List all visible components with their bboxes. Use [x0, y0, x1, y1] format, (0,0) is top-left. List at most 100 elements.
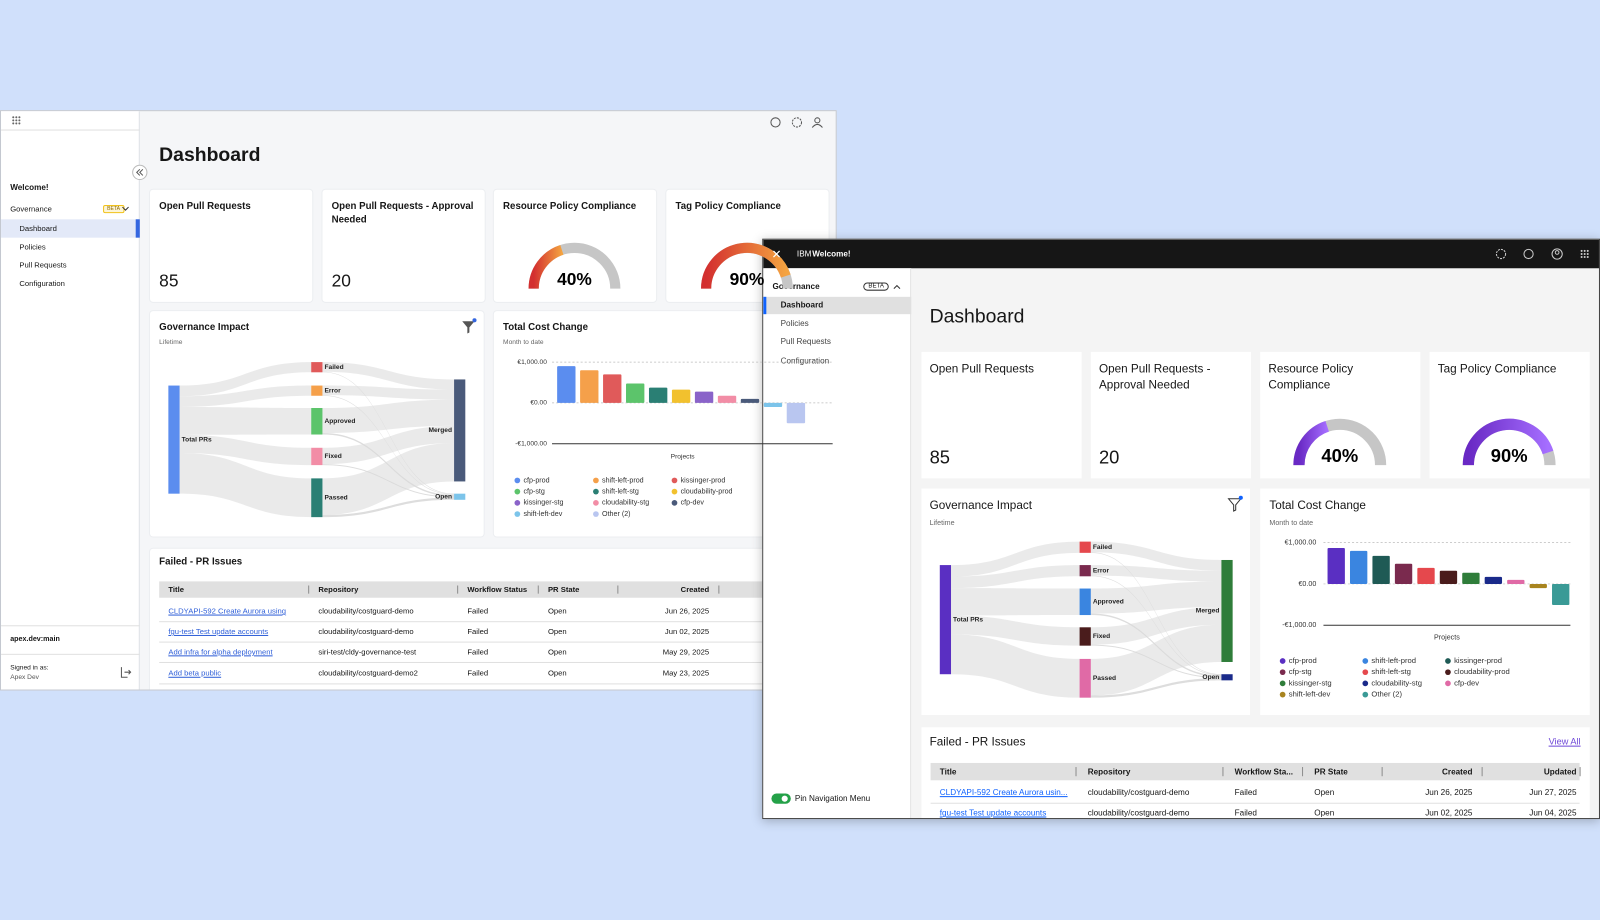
- environment: apex.dev:main: [10, 635, 60, 644]
- user-name: Apex Dev: [10, 673, 39, 681]
- column-header[interactable]: Title: [168, 584, 184, 595]
- table-card: [149, 548, 834, 690]
- pr-link[interactable]: Add beta public: [168, 668, 222, 678]
- pr-link[interactable]: Add infra for alpha deployment: [168, 647, 273, 657]
- table-cell: Open: [1314, 787, 1335, 798]
- nav-active: [1, 219, 140, 238]
- card-title: Tag Policy Compliance: [675, 200, 781, 213]
- table-cell: Failed: [1234, 787, 1257, 798]
- table-cell: Open: [547, 647, 567, 657]
- table-cell: cloudability/costguard-demo: [318, 626, 414, 636]
- table-cell: Jun 26, 2025: [664, 606, 710, 616]
- nav-item[interactable]: Pull Requests: [780, 337, 831, 347]
- column-header[interactable]: Created: [1442, 767, 1473, 777]
- card-value: 20: [1098, 447, 1120, 468]
- table-cell: Failed: [467, 647, 489, 657]
- nav-item[interactable]: Dashboard: [780, 300, 824, 310]
- nav-item[interactable]: Policies: [19, 242, 46, 252]
- column-header[interactable]: Repository: [1087, 767, 1131, 777]
- column-separator: [1381, 767, 1383, 777]
- nav-item[interactable]: Configuration: [780, 356, 830, 366]
- row-divider: [159, 641, 833, 643]
- card-title: Resource Policy Compliance: [503, 200, 637, 213]
- card-value: 85: [929, 447, 951, 468]
- view-all-link[interactable]: View All: [1548, 736, 1581, 747]
- impact-card: [921, 488, 1250, 716]
- table-cell: cloudability/costguard-demo: [1087, 787, 1190, 798]
- column-separator: [537, 585, 539, 594]
- table-cell: Open: [1314, 808, 1335, 818]
- column-separator: [457, 585, 459, 594]
- table-cell: Jun 26, 2025: [1425, 787, 1473, 798]
- impact-card: [149, 311, 484, 537]
- card-value: 20: [331, 271, 351, 291]
- pin-toggle: [771, 793, 791, 804]
- table-cell: cloudability/costguard-demo: [318, 606, 414, 616]
- card-title: Open Pull Requests - Approval Needed: [1098, 363, 1211, 392]
- column-header[interactable]: Title: [939, 767, 957, 777]
- table-cell: Jun 04, 2025: [1529, 808, 1577, 818]
- table-cell: Failed: [467, 668, 489, 678]
- table-cell: Jun 02, 2025: [664, 626, 710, 636]
- column-separator: [1481, 767, 1483, 777]
- nav-item[interactable]: Configuration: [19, 278, 65, 289]
- column-separator: [1579, 767, 1581, 777]
- nav-item[interactable]: Dashboard: [19, 223, 57, 234]
- card-title: Resource Policy Compliance: [1268, 363, 1354, 392]
- table-cell: Open: [547, 626, 567, 636]
- table-cell: Jun 27, 2025: [1529, 787, 1577, 798]
- row-divider: [930, 802, 1580, 804]
- side-nav: [763, 268, 912, 819]
- side-nav: [1, 111, 140, 690]
- table-cell: Failed: [467, 606, 489, 616]
- row-divider: [159, 621, 833, 623]
- card-title: Governance Impact: [159, 321, 250, 334]
- pr-link[interactable]: fgu-test Test update accounts: [939, 808, 1047, 818]
- kpi-card: [322, 189, 485, 302]
- column-header[interactable]: Workflow Sta...: [1234, 767, 1294, 777]
- brand: IBM: [796, 249, 812, 259]
- card-title: Failed - PR Issues: [929, 736, 1026, 749]
- card-title: Open Pull Requests: [159, 200, 251, 213]
- signed-in-label: Signed in as:: [10, 664, 49, 672]
- table-cell: Failed: [1234, 808, 1257, 818]
- table-cell: May 23, 2025: [662, 668, 710, 678]
- pr-link[interactable]: CLDYAPI-592 Create Aurora usin...: [939, 787, 1068, 798]
- kpi-card: [149, 189, 313, 302]
- column-separator: [617, 585, 619, 594]
- card-title: Governance Impact: [929, 499, 1032, 513]
- help-icon[interactable]: [770, 117, 781, 128]
- column-header[interactable]: Created: [680, 584, 710, 595]
- column-header[interactable]: Workflow Status: [467, 584, 528, 595]
- beta-badge: BETA: [103, 205, 125, 214]
- nav-item[interactable]: Policies: [780, 318, 809, 329]
- card-subtitle: Month to date: [503, 339, 544, 347]
- pr-link[interactable]: CLDYAPI-592 Create Aurora using: [168, 606, 287, 616]
- table-cell: May 29, 2025: [662, 647, 710, 657]
- table-cell: Open: [547, 606, 567, 616]
- card-title: Total Cost Change: [1269, 499, 1366, 513]
- welcome: Welcome!: [812, 249, 851, 259]
- page-title: Dashboard: [159, 144, 261, 167]
- front-window: 40% 90% Total PRs Failed Error Approved Fixed P…: [762, 238, 1600, 820]
- pin-label[interactable]: Pin Navigation Menu: [794, 794, 871, 804]
- card-title: Tag Policy Compliance: [1437, 363, 1557, 376]
- back-window: 40% 90% Total PRs Failed Error Approved Fixed P…: [0, 110, 837, 691]
- table-cell: Open: [547, 668, 567, 678]
- pr-link[interactable]: fgu-test Test update accounts: [168, 626, 269, 636]
- column-header[interactable]: Updated: [1543, 767, 1577, 777]
- nav-item[interactable]: Pull Requests: [19, 260, 67, 270]
- user-icon[interactable]: [811, 117, 823, 128]
- card-title: Open Pull Requests - Approval Needed: [331, 200, 474, 226]
- top-bar: [763, 239, 1599, 269]
- table-cell: cloudability/costguard-demo: [1087, 808, 1190, 818]
- column-header[interactable]: PR State: [547, 584, 580, 595]
- column-header[interactable]: Repository: [318, 584, 359, 595]
- row-divider: [159, 661, 833, 663]
- table-cell: Jun 02, 2025: [1425, 808, 1473, 818]
- settings-icon[interactable]: [791, 117, 803, 128]
- nav-section[interactable]: Governance: [772, 282, 820, 292]
- column-header[interactable]: PR State: [1314, 767, 1348, 777]
- nav-section[interactable]: Governance: [10, 204, 52, 214]
